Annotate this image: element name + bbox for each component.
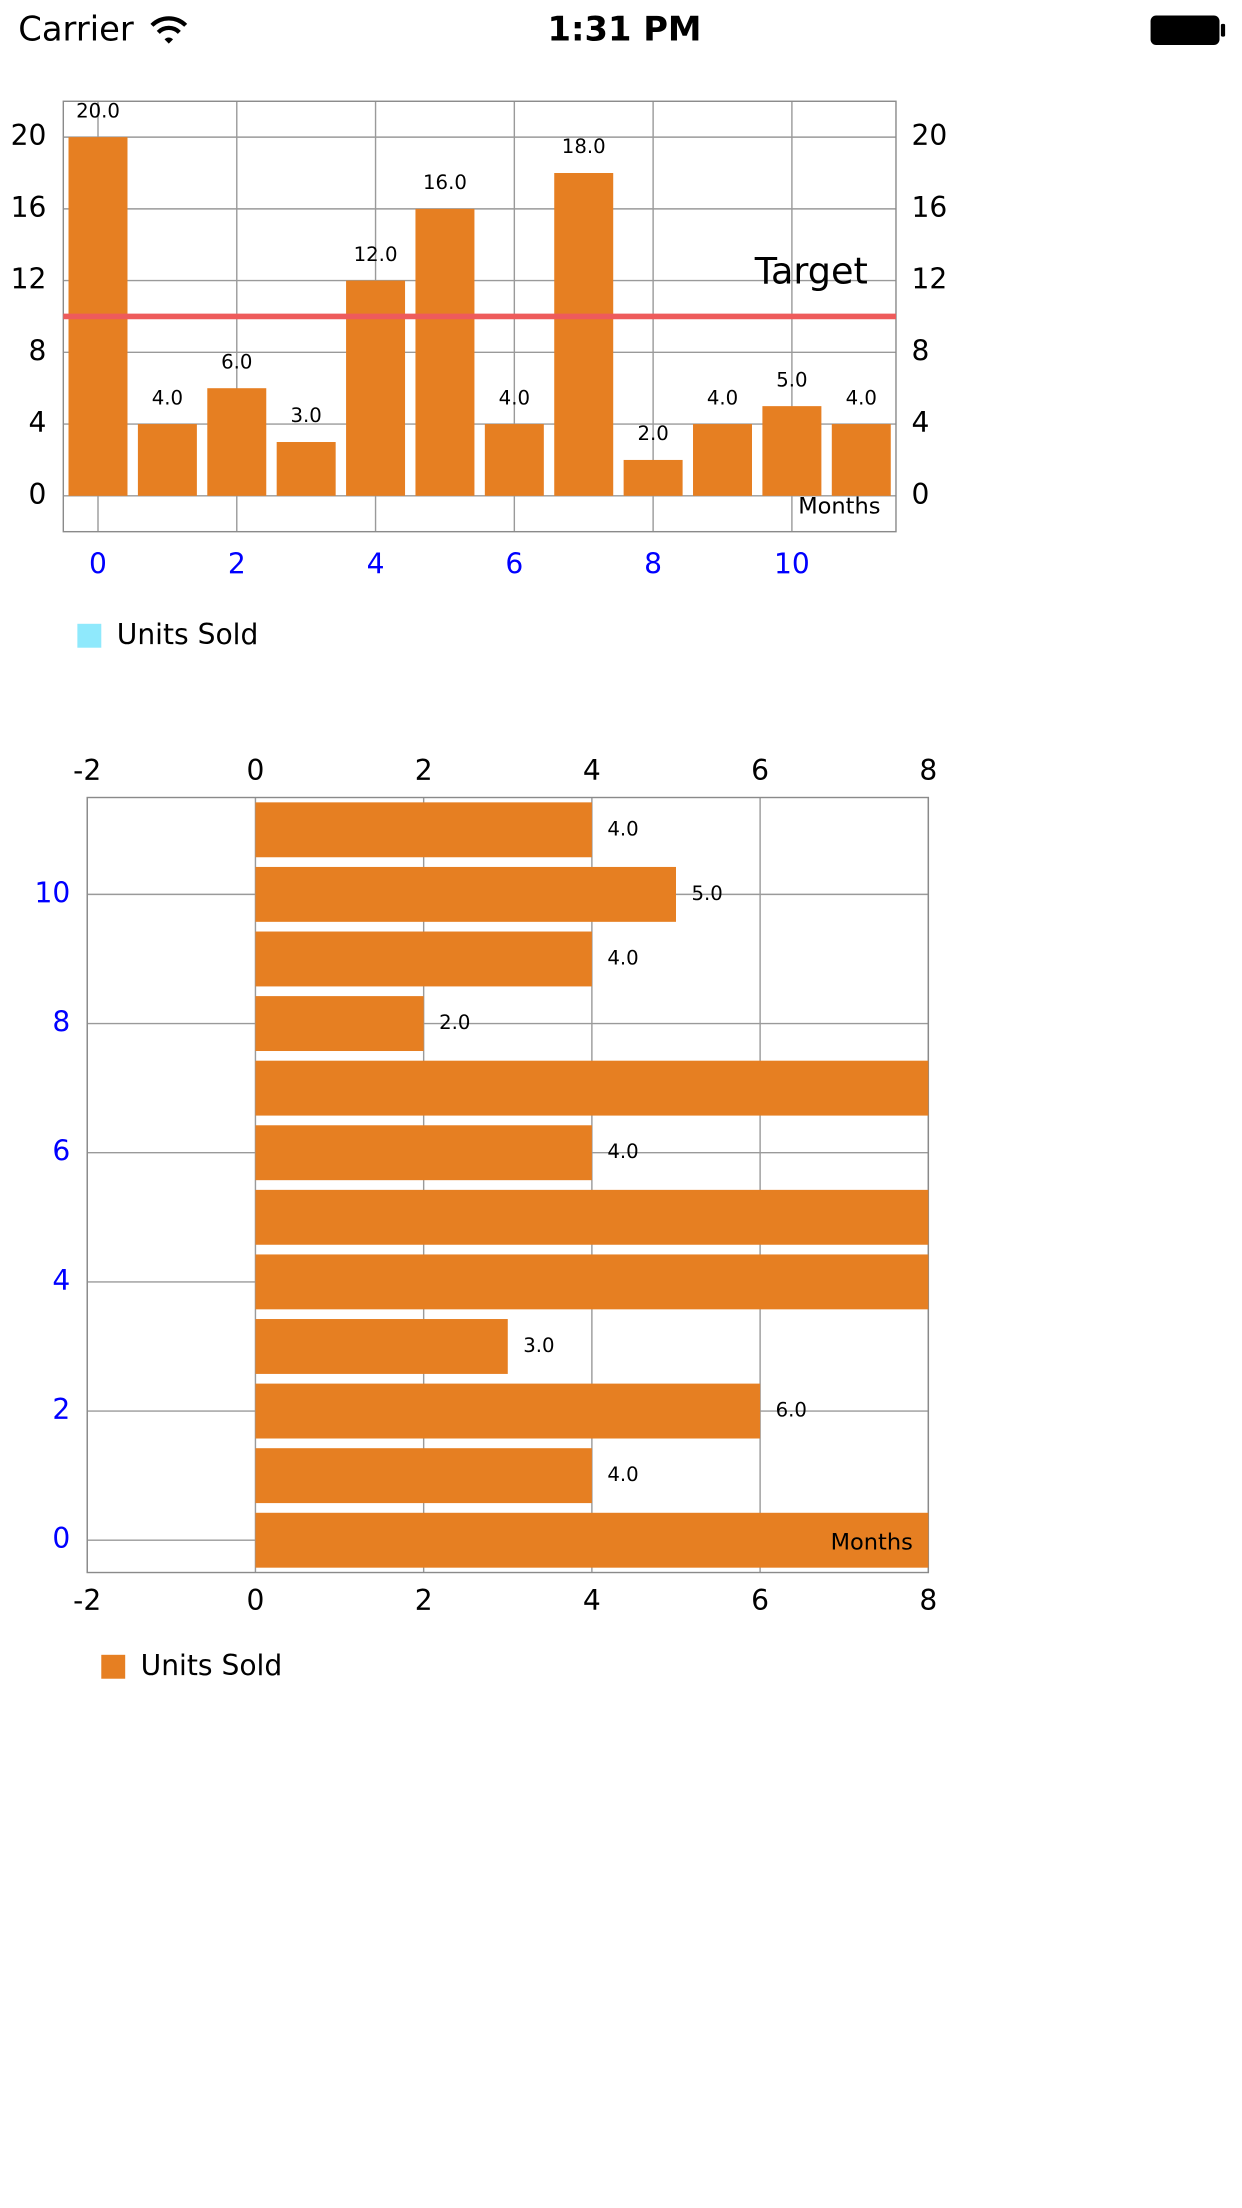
wifi-icon [150, 16, 188, 44]
x-tick-label: 4 [367, 547, 385, 580]
bar [554, 173, 614, 496]
y2-tick-label: 4 [911, 406, 929, 439]
bar [255, 866, 676, 922]
status-bar: Carrier 1:31 PM [18, 9, 1226, 48]
value-label: 3.0 [291, 404, 322, 427]
value-label: 3.0 [523, 1334, 554, 1357]
legend-swatch [77, 623, 102, 648]
battery-icon [1150, 15, 1226, 46]
bar [831, 424, 891, 496]
value-label: 12.0 [354, 243, 398, 266]
value-label: 4.0 [607, 817, 638, 840]
x-tick-label-top: 8 [919, 754, 937, 787]
value-label: 2.0 [439, 1011, 470, 1034]
value-label: 4.0 [607, 946, 638, 969]
chart: -2-2002244668802468104.06.03.04.02.04.05… [35, 754, 938, 1682]
legend-label: Units Sold [141, 1649, 283, 1682]
value-label: 6.0 [776, 1399, 807, 1422]
value-label: 5.0 [776, 368, 807, 391]
y-tick-label: 20 [11, 119, 47, 152]
y2-tick-label: 16 [911, 191, 947, 224]
x-tick-label-top: -2 [73, 754, 101, 787]
y-tick-label: 16 [11, 191, 47, 224]
x-tick-label-top: 6 [751, 754, 769, 787]
value-label: 4.0 [607, 1140, 638, 1163]
value-label: 4.0 [499, 386, 530, 409]
bar [207, 388, 267, 496]
bar [137, 424, 197, 496]
y2-tick-label: 0 [911, 478, 929, 511]
bar [255, 1448, 592, 1504]
bar [276, 442, 336, 496]
x-tick-label-bottom: 8 [919, 1584, 937, 1617]
value-label: 4.0 [607, 1463, 638, 1486]
x-tick-label: 10 [774, 547, 810, 580]
legend-swatch [101, 1654, 126, 1679]
value-label: 5.0 [691, 882, 722, 905]
y-tick-label: 0 [29, 478, 47, 511]
limit-label: Target [754, 249, 868, 292]
y-tick-label: 0 [52, 1522, 70, 1555]
bars [255, 802, 929, 1568]
chart: 0 4 8 12 16 20 0 4 8 12 16 20 0 2 4 6 8 10 20.0 4.0 6.0 3.0 12… [11, 99, 948, 650]
y2-tick-label: 12 [911, 263, 947, 296]
y-tick-label: 12 [11, 263, 47, 296]
y-tick-label: 6 [52, 1135, 70, 1168]
y-tick-label: 10 [35, 876, 71, 909]
value-label: 6.0 [221, 350, 252, 373]
x-tick-label-top: 0 [246, 754, 264, 787]
x-tick-label-bottom: 0 [246, 1584, 264, 1617]
value-label: 4.0 [846, 386, 877, 409]
legend-label: Units Sold [117, 618, 259, 651]
x-tick-label-bottom: -2 [73, 1584, 101, 1617]
x-tick-label-top: 4 [583, 754, 601, 787]
x-tick-label: 0 [89, 547, 107, 580]
y-tick-label: 4 [29, 406, 47, 439]
value-label: 16.0 [423, 171, 467, 194]
value-label: 20.0 [76, 99, 120, 122]
y2-tick-label: 20 [911, 119, 947, 152]
bar [255, 1383, 761, 1439]
axis-label: Months [798, 494, 880, 520]
bar [623, 459, 683, 496]
y-tick-label: 8 [52, 1006, 70, 1039]
y-tick-label: 2 [52, 1393, 70, 1426]
bar [255, 1319, 508, 1374]
bar [346, 280, 406, 496]
carrier: Carrier [18, 9, 134, 48]
bar [693, 424, 752, 496]
bar [255, 1512, 929, 1568]
value-label: 4.0 [152, 386, 183, 409]
bar [484, 424, 544, 496]
x-tick-label-bottom: 2 [415, 1584, 433, 1617]
bar [255, 1254, 929, 1310]
value-label: 4.0 [707, 386, 738, 409]
y-tick-label: 4 [52, 1264, 70, 1297]
axis-label: Months [831, 1530, 913, 1556]
x-tick-label: 8 [644, 547, 662, 580]
bar [255, 931, 592, 987]
bar [255, 996, 424, 1052]
bar [255, 1060, 929, 1116]
bar [255, 802, 592, 858]
x-tick-label-top: 2 [415, 754, 433, 787]
value-label: 2.0 [637, 422, 668, 445]
x-tick-label: 2 [228, 547, 246, 580]
y2-tick-label: 8 [911, 334, 929, 367]
bar [415, 208, 475, 496]
bar [255, 1189, 929, 1245]
x-tick-label-bottom: 6 [751, 1584, 769, 1617]
bar [255, 1125, 592, 1181]
y-tick-label: 8 [29, 334, 47, 367]
plot-border [86, 796, 930, 1574]
bar [762, 406, 822, 496]
x-tick-label: 6 [505, 547, 523, 580]
x-tick-label-bottom: 4 [583, 1584, 601, 1617]
value-label: 18.0 [562, 135, 606, 158]
clock: 1:31 PM [548, 9, 702, 48]
